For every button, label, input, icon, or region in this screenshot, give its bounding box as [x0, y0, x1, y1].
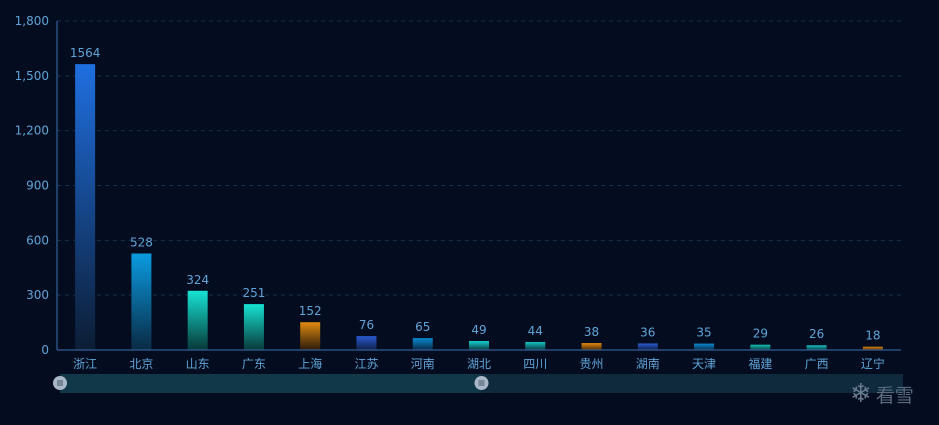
bar — [469, 341, 489, 350]
bar-value-label: 38 — [584, 325, 599, 339]
x-tick-label: 湖北 — [467, 356, 491, 371]
bar — [300, 322, 321, 350]
x-tick-label: 天津 — [692, 357, 716, 371]
x-tick-label: 山东 — [186, 357, 210, 371]
bar-value-label: 35 — [696, 326, 711, 340]
bar-value-label: 29 — [753, 327, 768, 341]
x-tick-label: 贵州 — [580, 357, 604, 371]
bar — [637, 343, 658, 350]
y-tick-label: 1,500 — [15, 69, 49, 83]
bar — [75, 64, 96, 350]
x-tick-label: 北京 — [129, 357, 153, 371]
x-tick-label: 广东 — [242, 357, 266, 371]
bar — [862, 346, 883, 350]
grip-lines-icon — [478, 380, 485, 386]
bar-value-label: 44 — [528, 324, 543, 338]
bars — [75, 64, 883, 350]
bar — [581, 343, 602, 350]
data-zoom-slider[interactable] — [53, 374, 903, 393]
x-axis-labels: 浙江 北京 山东 广东 上海 江苏 河南 湖北 四川 贵州 湖南 天津 福建 广西 辽宁 — [73, 356, 885, 371]
bar-value-label: 152 — [299, 304, 322, 318]
grip-lines-icon — [57, 380, 63, 386]
x-tick-label: 浙江 — [73, 357, 97, 371]
y-tick-label: 1,200 — [15, 124, 49, 138]
watermark: ❄ 看雪 — [850, 378, 926, 410]
bar-value-label: 528 — [130, 235, 153, 249]
bar — [412, 338, 433, 350]
bar-value-label: 251 — [242, 286, 265, 300]
bar-value-label: 76 — [359, 318, 374, 332]
bar-value-label: 65 — [415, 320, 430, 334]
bar-value-label: 49 — [471, 323, 486, 337]
grid-lines — [57, 20, 901, 296]
x-tick-label: 湖南 — [636, 356, 660, 371]
value-labels: 1564 528 324 251 152 76 65 49 44 38 36 35 29 26 18 — [70, 46, 881, 343]
bar-value-label: 18 — [865, 329, 880, 343]
y-tick-label: 300 — [26, 288, 49, 302]
snowflake-icon: ❄ — [850, 379, 872, 409]
zoom-start-handle[interactable] — [53, 376, 67, 390]
y-tick-label: 1,800 — [15, 14, 49, 28]
y-tick-label: 0 — [41, 343, 49, 357]
bar — [750, 344, 771, 350]
watermark-text: 看雪 — [875, 384, 914, 407]
x-tick-label: 辽宁 — [861, 356, 885, 371]
bar-value-label: 36 — [640, 325, 655, 339]
bar — [525, 341, 546, 350]
x-tick-label: 江苏 — [354, 357, 378, 371]
bar — [694, 343, 715, 350]
bar-value-label: 1564 — [70, 46, 101, 60]
bar — [356, 336, 377, 350]
x-tick-label: 福建 — [748, 356, 772, 371]
x-tick-label: 河南 — [411, 356, 435, 371]
x-tick-label: 四川 — [523, 357, 547, 371]
bar-value-label: 324 — [186, 273, 209, 287]
bar — [131, 253, 152, 350]
x-tick-label: 上海 — [298, 356, 322, 371]
x-tick-label: 广西 — [805, 357, 829, 371]
bar-value-label: 26 — [809, 327, 824, 341]
bar — [806, 345, 827, 350]
bar — [243, 304, 264, 350]
y-tick-label: 900 — [26, 179, 49, 193]
zoom-selected-range[interactable] — [60, 374, 482, 393]
y-axis-labels: 0 300 600 900 1,200 1,500 1,800 — [15, 14, 49, 357]
zoom-end-handle[interactable] — [474, 376, 489, 390]
y-tick-label: 600 — [26, 233, 49, 247]
bar — [187, 290, 208, 350]
